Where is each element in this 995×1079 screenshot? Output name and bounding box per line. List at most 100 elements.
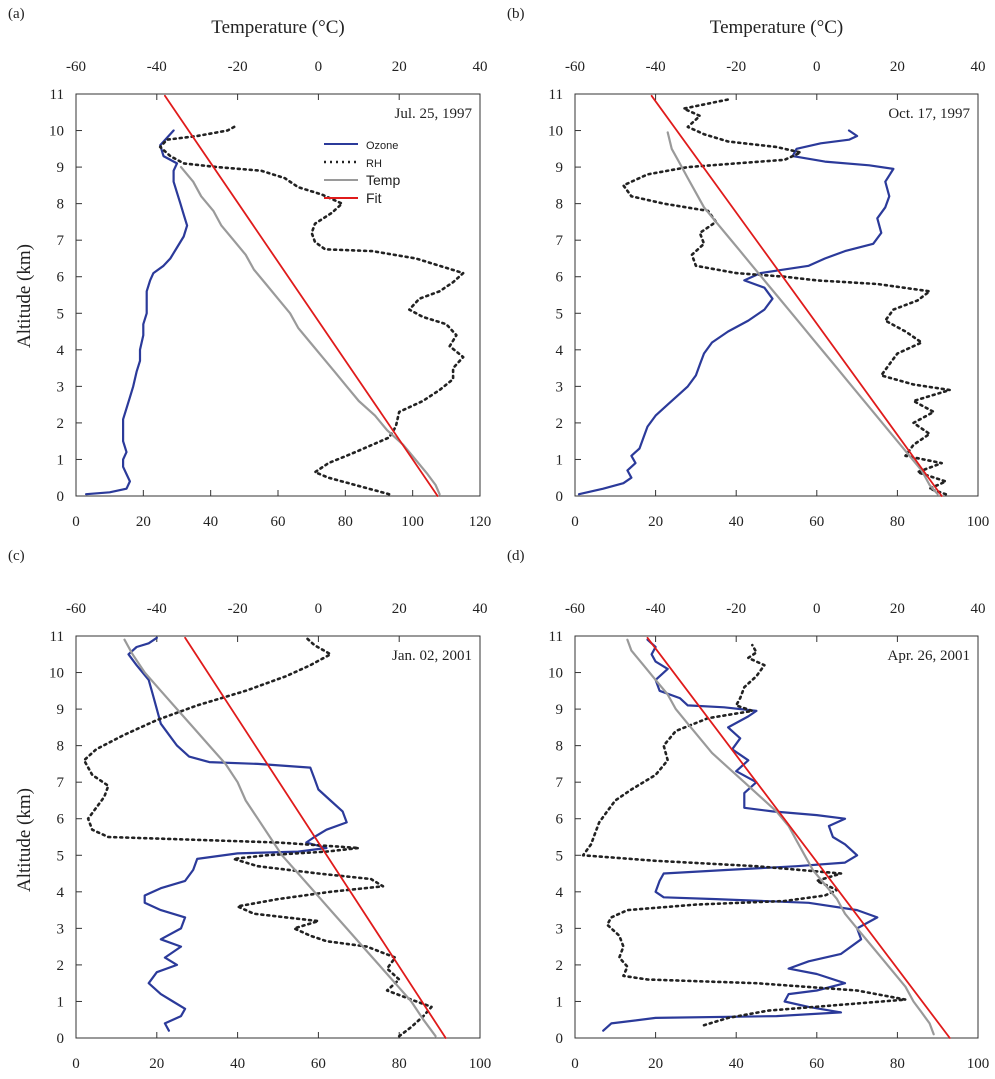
y-tick-label: 5: [556, 306, 564, 322]
x-top-tick-label: 40: [971, 601, 986, 617]
x-top-tick-label: -20: [726, 601, 746, 617]
y-tick-label: 2: [556, 958, 564, 974]
x-bottom-tick-label: 100: [401, 514, 424, 530]
x-bottom-tick-label: 60: [809, 1056, 824, 1072]
panel-d: 0 1 2 3 4 5 6 7 8 9 10 11 0 20 40 60 80 100 -60 -40 -20 0 20 40…: [507, 548, 989, 1072]
x-bottom-tick-label: 20: [648, 514, 663, 530]
profile-date: Jul. 25, 1997: [394, 106, 472, 122]
plot-frame: [75, 635, 481, 1039]
y-tick-label: 10: [49, 124, 64, 140]
y-tick-label: 7: [556, 233, 564, 249]
y-tick-label: 4: [57, 343, 65, 359]
y-tick-label: 6: [57, 270, 65, 286]
x-top-tick-label: 40: [971, 59, 986, 75]
x-bottom-tick-label: 100: [469, 1056, 492, 1072]
x-bottom-tick-label: 80: [392, 1056, 407, 1072]
y-tick-label: 9: [57, 160, 65, 176]
y-tick-label: 1: [57, 994, 65, 1010]
x-bottom-tick-label: 20: [149, 1056, 164, 1072]
y-tick-label: 4: [57, 885, 65, 901]
y-tick-label: 6: [556, 812, 564, 828]
x-top-tick-label: 40: [473, 59, 488, 75]
plot-frame: [574, 635, 979, 1039]
x-bottom-tick-label: 120: [469, 514, 492, 530]
x-bottom-tick-label: 80: [890, 514, 905, 530]
x-bottom-tick-label: 40: [729, 514, 744, 530]
x-top-tick-label: -60: [565, 59, 585, 75]
y-tick-label: 5: [556, 848, 564, 864]
legend: Ozone RH Temp Fit: [324, 140, 400, 206]
series-ozone: [602, 638, 879, 1032]
y-tick-label: 8: [556, 197, 564, 213]
series-temp: [626, 638, 935, 1036]
x-top-tick-label: -40: [646, 59, 666, 75]
profile-date: Apr. 26, 2001: [888, 648, 971, 664]
y-tick-label: 0: [556, 1031, 564, 1047]
series-fit: [184, 636, 447, 1039]
x-top-tick-label: -40: [147, 601, 167, 617]
panel-c: 0 1 2 3 4 5 6 7 8 9 10 11 0 20 40 60 80 100 -60 -40 -20 0 20 40…: [8, 548, 492, 1072]
y-tick-label: 9: [57, 702, 65, 718]
legend-label-ozone: Ozone: [366, 140, 398, 152]
x-top-tick-label: -20: [228, 59, 248, 75]
y-tick-label: 5: [57, 848, 65, 864]
x-bottom-tick-label: 60: [311, 1056, 326, 1072]
y-axis-title-bottom: Altitude (km): [14, 788, 35, 892]
x-bottom-tick-label: 80: [338, 514, 353, 530]
y-tick-label: 0: [57, 489, 65, 505]
y-tick-label: 11: [549, 87, 563, 103]
x-top-tick-label: -20: [228, 601, 248, 617]
x-bottom-tick-label: 40: [729, 1056, 744, 1072]
y-tick-label: 0: [57, 1031, 65, 1047]
x-top-tick-label: 20: [392, 59, 407, 75]
x-bottom-tick-label: 0: [571, 514, 579, 530]
panel-label: (d): [507, 548, 525, 564]
x-top-tick-label: -60: [66, 59, 86, 75]
series-rh: [82, 636, 433, 1038]
x-bottom-tick-label: 60: [809, 514, 824, 530]
y-tick-label: 11: [50, 629, 64, 645]
series-temp: [123, 638, 437, 1038]
top-x-axis-title: Temperature (°C): [211, 17, 344, 38]
x-top-tick-label: -60: [66, 601, 86, 617]
y-tick-label: 9: [556, 702, 564, 718]
y-tick-label: 7: [57, 775, 65, 791]
y-tick-label: 3: [556, 379, 564, 395]
y-tick-label: 3: [57, 921, 65, 937]
panel-label: (c): [8, 548, 25, 564]
legend-label-fit: Fit: [366, 190, 382, 206]
y-tick-label: 11: [549, 629, 563, 645]
y-tick-label: 4: [556, 343, 564, 359]
top-x-axis-title: Temperature (°C): [710, 17, 843, 38]
series-fit: [163, 94, 439, 497]
x-bottom-tick-label: 60: [271, 514, 286, 530]
x-top-tick-label: -60: [565, 601, 585, 617]
y-tick-label: 3: [57, 379, 65, 395]
x-bottom-tick-label: 0: [571, 1056, 579, 1072]
x-top-tick-label: 0: [315, 601, 323, 617]
series-rh: [581, 643, 907, 1027]
x-top-tick-label: 20: [890, 59, 905, 75]
x-top-tick-label: 0: [315, 59, 323, 75]
y-tick-label: 3: [556, 921, 564, 937]
series-fit: [646, 636, 951, 1039]
series-rh: [158, 125, 465, 496]
x-top-tick-label: 0: [813, 59, 821, 75]
y-tick-label: 7: [556, 775, 564, 791]
series-ozone: [577, 129, 895, 496]
legend-label-rh: RH: [366, 158, 382, 170]
y-tick-label: 4: [556, 885, 564, 901]
x-bottom-tick-label: 20: [648, 1056, 663, 1072]
series-ozone: [84, 129, 189, 496]
y-tick-label: 2: [57, 416, 65, 432]
series-rh: [622, 98, 952, 496]
x-bottom-tick-label: 80: [890, 1056, 905, 1072]
x-bottom-tick-label: 20: [136, 514, 151, 530]
x-top-tick-label: 20: [890, 601, 905, 617]
y-tick-label: 8: [556, 739, 564, 755]
x-bottom-tick-label: 0: [72, 514, 80, 530]
panel-label: (b): [507, 6, 525, 22]
x-top-tick-label: -20: [726, 59, 746, 75]
panel-b: 0 1 2 3 4 5 6 7 8 9 10 11 0 20 40 60 80 100 -60 -40 -20 0 20 40…: [507, 6, 989, 530]
